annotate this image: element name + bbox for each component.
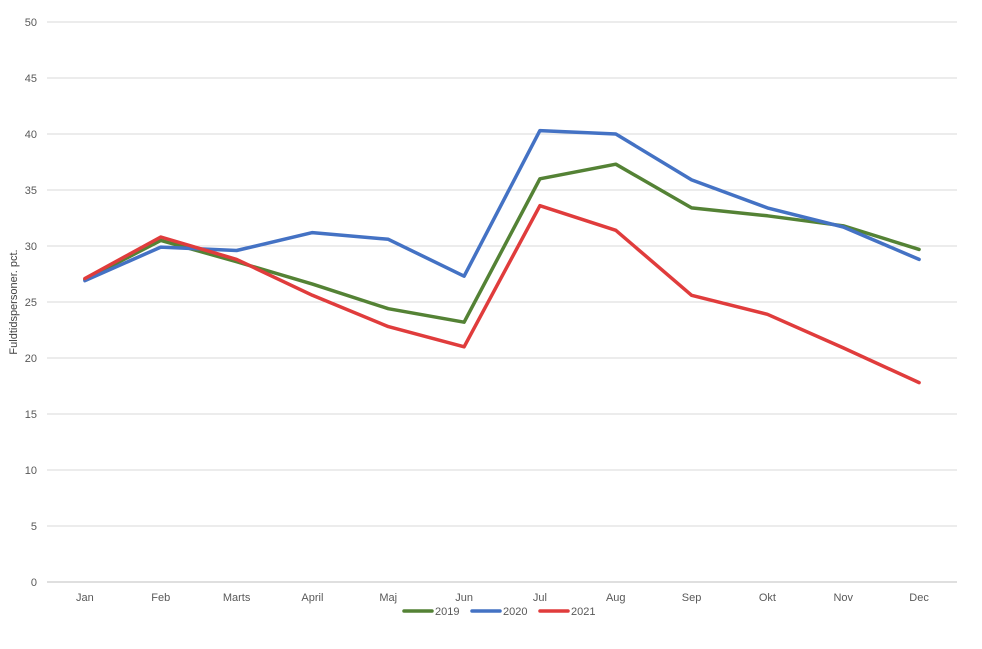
y-tick-label: 50	[25, 17, 37, 29]
y-tick-label: 10	[25, 465, 37, 477]
legend-item-2019: 2019	[402, 606, 459, 618]
series-line-2020	[83, 128, 921, 283]
x-tick-label: Marts	[223, 592, 251, 604]
x-tick-label: Jul	[533, 592, 547, 604]
x-axis: Jan Feb Marts April Maj Jun Jul Aug Sep Okt Nov Dec	[76, 592, 929, 604]
x-tick-label: Feb	[151, 592, 170, 604]
x-tick-label: Okt	[759, 592, 776, 604]
x-tick-label: Aug	[606, 592, 626, 604]
y-tick-label: 45	[25, 73, 37, 85]
y-tick-label: 0	[31, 577, 37, 589]
x-tick-label: Jun	[455, 592, 473, 604]
legend-label: 2019	[435, 606, 459, 618]
legend-label: 2021	[571, 606, 595, 618]
legend: 2019 2020 2021	[402, 606, 595, 618]
x-tick-label: Sep	[682, 592, 702, 604]
y-tick-label: 40	[25, 129, 37, 141]
series-lines	[83, 128, 921, 385]
x-tick-label: Dec	[909, 592, 929, 604]
y-tick-label: 20	[25, 353, 37, 365]
y-tick-label: 30	[25, 241, 37, 253]
legend-label: 2020	[503, 606, 527, 618]
legend-item-2021: 2021	[538, 606, 595, 618]
x-tick-label: Maj	[379, 592, 397, 604]
legend-item-2020: 2020	[470, 606, 527, 618]
series-line-2021	[83, 203, 921, 385]
y-tick-label: 25	[25, 297, 37, 309]
x-tick-label: Nov	[833, 592, 853, 604]
series-line-2019	[83, 162, 921, 324]
gridlines	[47, 21, 957, 583]
x-tick-label: April	[301, 592, 323, 604]
y-axis: 0 5 10 15 20 25 30 35 40 45 50	[25, 17, 37, 589]
y-tick-label: 15	[25, 409, 37, 421]
x-tick-label: Jan	[76, 592, 94, 604]
y-axis-title: Fuldtidspersoner. pct.	[8, 249, 20, 354]
y-tick-label: 35	[25, 185, 37, 197]
y-tick-label: 5	[31, 521, 37, 533]
